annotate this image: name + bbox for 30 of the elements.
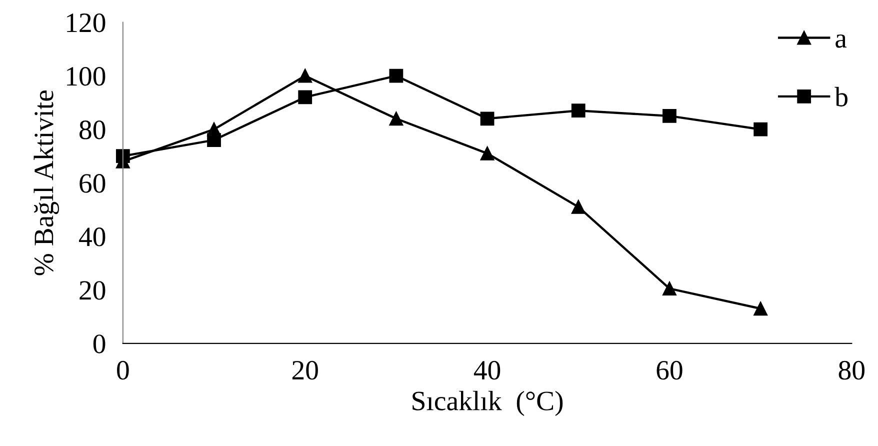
x-tick-label: 0 [117,360,129,380]
point [389,112,404,126]
point [116,149,130,164]
point [480,146,494,160]
point [480,112,494,126]
y-tick-label: 100 [67,66,106,86]
legend-label: a [836,34,847,48]
point [298,90,312,104]
y-tick-label: 80 [80,120,106,140]
point [207,133,221,147]
point [754,122,768,136]
point [298,68,312,83]
y-tick-label: 40 [79,228,106,246]
point [662,282,676,296]
x-tick-label: 60 [656,360,682,380]
point [754,302,768,316]
y-tick-label: 0 [93,334,106,354]
x-tick-label: 20 [292,360,318,380]
point [571,200,586,214]
y-axis-title: % Bağıl Aktivite [34,90,60,276]
legend-label: b [834,86,848,106]
point [571,104,586,118]
y-tick-label: 60 [80,174,106,193]
point [662,109,676,123]
x-axis-title: Sıcaklık (°C) [412,390,563,416]
y-tick-label: 20 [80,281,106,300]
point [389,68,404,83]
x-tick-label: 40 [474,360,500,380]
x-tick-label: 80 [838,360,864,380]
y-tick-label: 120 [67,13,106,32]
